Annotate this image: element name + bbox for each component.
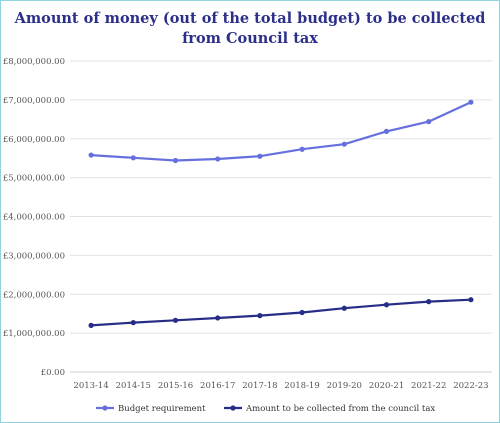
series-1 <box>88 99 474 164</box>
data-point <box>172 317 179 323</box>
legend-point-marker <box>102 405 108 411</box>
y-tick-label: £1,000,000.00 <box>3 329 65 339</box>
chart-title-line-1: Amount of money (out of the total budget… <box>14 10 486 27</box>
x-tick-label: 2017-18 <box>242 381 277 391</box>
data-point <box>383 128 390 134</box>
legend-label: Budget requirement <box>118 404 206 414</box>
chart-title-line-2: from Council tax <box>182 30 318 47</box>
data-point <box>215 315 221 321</box>
data-point <box>88 152 94 158</box>
data-point <box>130 155 136 161</box>
data-point <box>468 297 474 303</box>
x-tick-label: 2018-19 <box>284 381 319 391</box>
series-line <box>91 101 472 162</box>
series-line <box>91 298 471 327</box>
x-tick-label: 2015-16 <box>158 381 193 391</box>
data-point <box>299 309 305 316</box>
legend-item: Budget requirement <box>96 404 206 414</box>
x-tick-label: 2013-14 <box>73 381 108 391</box>
y-tick-label: £4,000,000.00 <box>3 213 65 223</box>
data-point <box>172 157 179 164</box>
data-point <box>299 146 305 152</box>
data-point <box>468 99 474 105</box>
legend: Budget requirement Amount to be collected… <box>96 404 435 414</box>
data-point <box>257 153 263 159</box>
y-tick-label: £5,000,000.00 <box>3 174 65 184</box>
y-tick-label: £8,000,000.00 <box>3 57 65 67</box>
y-tick-label: £7,000,000.00 <box>3 96 65 106</box>
legend-item: Amount to be collected from the council … <box>224 404 435 414</box>
data-point <box>130 320 136 326</box>
data-point <box>341 305 347 311</box>
data-point <box>88 322 94 328</box>
y-tick-label: £2,000,000.00 <box>3 290 65 300</box>
data-point <box>426 119 432 125</box>
y-axis-tick-labels: £0.00 £1,000,000.00 £2,000,000.00 £3,000,00… <box>3 57 65 378</box>
data-point <box>257 313 263 319</box>
gridlines <box>70 60 492 373</box>
x-tick-label: 2020-21 <box>369 381 404 391</box>
x-tick-label: 2021-22 <box>411 381 446 391</box>
x-tick-label: 2019-20 <box>327 381 362 391</box>
x-tick-label: 2016-17 <box>200 381 235 391</box>
data-point <box>383 302 390 308</box>
series-2 <box>88 297 474 328</box>
legend-point-marker <box>230 405 236 411</box>
legend-label: Amount to be collected from the council … <box>245 404 435 414</box>
x-tick-label: 2014-15 <box>116 381 151 391</box>
y-tick-label: £6,000,000.00 <box>3 135 65 145</box>
y-tick-label: £3,000,000.00 <box>3 251 65 261</box>
series-lines <box>88 99 474 328</box>
data-point <box>341 141 347 147</box>
y-tick-label: £0.00 <box>41 368 65 378</box>
x-tick-label: 2022-23 <box>453 381 488 391</box>
data-point <box>426 299 432 305</box>
data-point <box>215 156 221 162</box>
x-axis-tick-labels: 2013-14 2014-15 2015-16 2016-17 2017-18 2018-… <box>73 381 488 391</box>
